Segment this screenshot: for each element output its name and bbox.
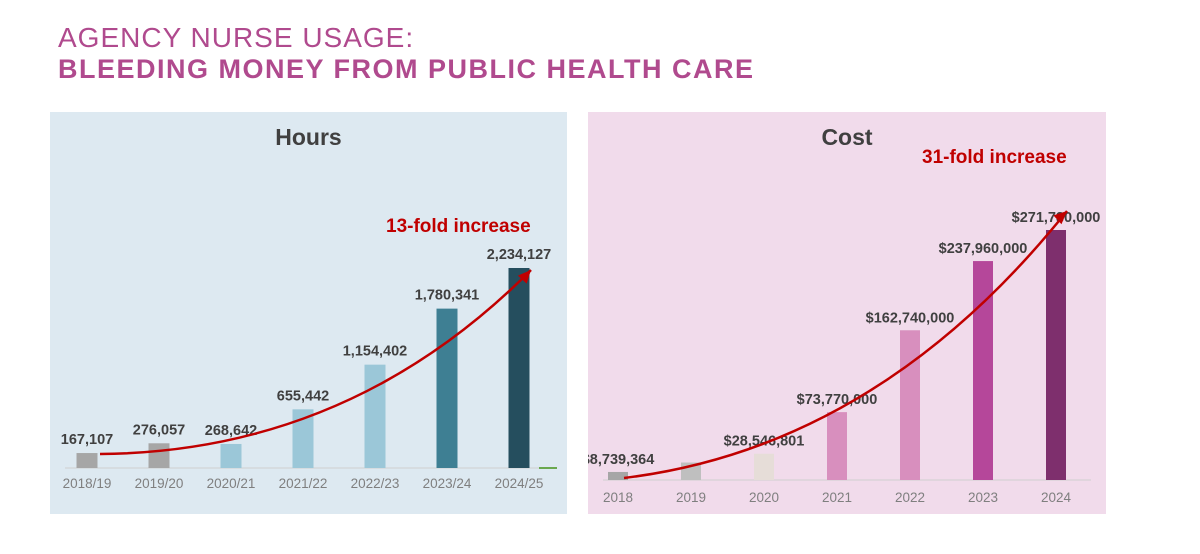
cost-annotation: 31-fold increase (922, 147, 1067, 168)
hours-bar (436, 308, 458, 468)
cost-tick-label: 2024 (1041, 490, 1072, 505)
cost-tick-label: 2020 (749, 490, 779, 505)
cost-value-label: $73,770,000 (797, 392, 878, 408)
hours-value-label: 1,154,402 (343, 344, 408, 360)
hours-trend-arrowhead (517, 270, 531, 284)
cost-chart-panel: Cost $8,739,364 2018 2019 $28,546,801 2020 $7… (588, 112, 1106, 514)
hours-bar (508, 268, 530, 468)
cost-chart: $8,739,364 2018 2019 $28,546,801 2020 $73,770… (588, 210, 1100, 505)
cost-trend-arrow (623, 210, 1068, 480)
hours-value-label: 276,057 (133, 422, 185, 438)
cost-tick-label: 2022 (895, 490, 925, 505)
hours-tick-label: 2019/20 (135, 476, 184, 491)
cost-value-label: $28,546,801 (724, 434, 805, 450)
hours-trend-arrow (99, 269, 532, 456)
hours-bar (292, 409, 314, 468)
cost-bar (754, 453, 774, 480)
cost-bar (608, 471, 628, 480)
hours-bar (76, 453, 98, 468)
header-line2: BLEEDING MONEY FROM PUBLIC HEALTH CARE (58, 54, 755, 84)
hours-tick-label: 2021/22 (279, 476, 328, 491)
hours-minor-mark (539, 467, 557, 469)
cost-value-label: $162,740,000 (866, 310, 955, 326)
hours-bar (364, 364, 386, 468)
hours-tick-label: 2024/25 (495, 476, 544, 491)
cost-tick-label: 2021 (822, 490, 852, 505)
hours-value-label: 167,107 (61, 432, 113, 448)
hours-bar (220, 443, 242, 468)
hours-value-label: 2,234,127 (487, 247, 552, 263)
cost-bar (827, 412, 847, 480)
cost-chart-title: Cost (821, 124, 873, 150)
cost-value-label: $8,739,364 (588, 452, 654, 468)
cost-trend-arrowhead (1053, 211, 1067, 225)
header-line1: AGENCY NURSE USAGE: (58, 22, 415, 53)
cost-bar (900, 330, 920, 480)
hours-value-label: 268,642 (205, 423, 257, 439)
hours-tick-label: 2022/23 (351, 476, 400, 491)
hours-tick-label: 2020/21 (207, 476, 256, 491)
cost-tick-label: 2018 (603, 490, 633, 505)
cost-bar (1046, 230, 1066, 480)
hours-value-label: 1,780,341 (415, 288, 480, 304)
cost-bar (973, 261, 993, 480)
cost-tick-label: 2019 (676, 490, 706, 505)
hours-chart: 167,107 2018/19 276,057 2019/20 268,642 2020/… (61, 247, 557, 491)
cost-tick-label: 2023 (968, 490, 998, 505)
cost-value-label: $237,960,000 (939, 241, 1028, 257)
hours-annotation: 13-fold increase (386, 216, 531, 237)
hours-chart-panel: Hours 167,107 2018/19 276,057 2019/20 268,64… (50, 112, 567, 514)
hours-value-label: 655,442 (277, 388, 329, 404)
hours-tick-label: 2018/19 (63, 476, 112, 491)
hours-tick-label: 2023/24 (423, 476, 472, 491)
hours-chart-title: Hours (275, 124, 342, 150)
hours-bar (148, 443, 170, 468)
